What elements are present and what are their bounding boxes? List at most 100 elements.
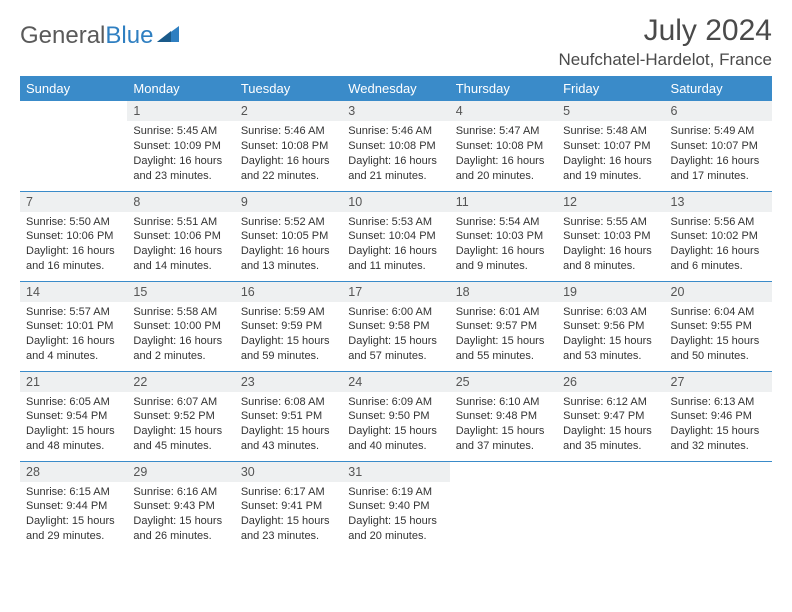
day-number: 20 (665, 282, 772, 302)
sunset: Sunset: 9:56 PM (563, 319, 658, 334)
sunrise: Sunrise: 5:49 AM (671, 124, 766, 139)
sunset: Sunset: 9:44 PM (26, 499, 121, 514)
daylight: Daylight: 16 hours and 11 minutes. (348, 244, 443, 274)
sunrise: Sunrise: 6:00 AM (348, 305, 443, 320)
day-info: Sunrise: 6:04 AMSunset: 9:55 PMDaylight:… (665, 302, 772, 370)
weekday-row: SundayMondayTuesdayWednesdayThursdayFrid… (20, 76, 772, 101)
daylight: Daylight: 16 hours and 17 minutes. (671, 154, 766, 184)
day-info: Sunrise: 5:54 AMSunset: 10:03 PMDaylight… (450, 212, 557, 280)
sunrise: Sunrise: 6:16 AM (133, 485, 228, 500)
daylight: Daylight: 16 hours and 9 minutes. (456, 244, 551, 274)
sunrise: Sunrise: 5:50 AM (26, 215, 121, 230)
sunrise: Sunrise: 5:55 AM (563, 215, 658, 230)
calendar-day: 19Sunrise: 6:03 AMSunset: 9:56 PMDayligh… (557, 281, 664, 371)
sunrise: Sunrise: 6:03 AM (563, 305, 658, 320)
daylight: Daylight: 15 hours and 50 minutes. (671, 334, 766, 364)
sunrise: Sunrise: 6:04 AM (671, 305, 766, 320)
calendar-day: 31Sunrise: 6:19 AMSunset: 9:40 PMDayligh… (342, 461, 449, 551)
day-info: Sunrise: 6:13 AMSunset: 9:46 PMDaylight:… (665, 392, 772, 460)
sunrise: Sunrise: 6:15 AM (26, 485, 121, 500)
daylight: Daylight: 15 hours and 29 minutes. (26, 514, 121, 544)
sunset: Sunset: 9:51 PM (241, 409, 336, 424)
calendar-day: 8Sunrise: 5:51 AMSunset: 10:06 PMDayligh… (127, 191, 234, 281)
calendar-head: SundayMondayTuesdayWednesdayThursdayFrid… (20, 76, 772, 101)
daylight: Daylight: 15 hours and 43 minutes. (241, 424, 336, 454)
day-info: Sunrise: 6:09 AMSunset: 9:50 PMDaylight:… (342, 392, 449, 460)
calendar-day: 16Sunrise: 5:59 AMSunset: 9:59 PMDayligh… (235, 281, 342, 371)
calendar-day (557, 461, 664, 551)
day-info: Sunrise: 6:05 AMSunset: 9:54 PMDaylight:… (20, 392, 127, 460)
sunrise: Sunrise: 5:46 AM (241, 124, 336, 139)
calendar-day: 1Sunrise: 5:45 AMSunset: 10:09 PMDayligh… (127, 101, 234, 191)
sunset: Sunset: 10:07 PM (563, 139, 658, 154)
sunset: Sunset: 9:40 PM (348, 499, 443, 514)
sunrise: Sunrise: 5:46 AM (348, 124, 443, 139)
day-number: 15 (127, 282, 234, 302)
day-number: 4 (450, 101, 557, 121)
day-number: 3 (342, 101, 449, 121)
calendar-day: 14Sunrise: 5:57 AMSunset: 10:01 PMDaylig… (20, 281, 127, 371)
weekday-header: Wednesday (342, 76, 449, 101)
day-number: 10 (342, 192, 449, 212)
logo-part2: Blue (105, 22, 153, 49)
sunrise: Sunrise: 6:08 AM (241, 395, 336, 410)
day-number: 19 (557, 282, 664, 302)
day-number: 17 (342, 282, 449, 302)
day-info: Sunrise: 5:49 AMSunset: 10:07 PMDaylight… (665, 121, 772, 189)
day-number: 22 (127, 372, 234, 392)
daylight: Daylight: 16 hours and 8 minutes. (563, 244, 658, 274)
sunrise: Sunrise: 5:47 AM (456, 124, 551, 139)
sunrise: Sunrise: 5:52 AM (241, 215, 336, 230)
day-number: 27 (665, 372, 772, 392)
location: Neufchatel-Hardelot, France (558, 50, 772, 70)
day-number: 30 (235, 462, 342, 482)
sunset: Sunset: 10:08 PM (456, 139, 551, 154)
sunrise: Sunrise: 5:56 AM (671, 215, 766, 230)
calendar-table: SundayMondayTuesdayWednesdayThursdayFrid… (20, 76, 772, 551)
day-info: Sunrise: 5:51 AMSunset: 10:06 PMDaylight… (127, 212, 234, 280)
sunrise: Sunrise: 5:54 AM (456, 215, 551, 230)
calendar-day: 4 Sunrise: 5:47 AMSunset: 10:08 PMDayligh… (450, 101, 557, 191)
calendar-body: 1Sunrise: 5:45 AMSunset: 10:09 PMDayligh… (20, 101, 772, 551)
sunset: Sunset: 9:59 PM (241, 319, 336, 334)
daylight: Daylight: 15 hours and 48 minutes. (26, 424, 121, 454)
calendar-day (20, 101, 127, 191)
sunrise: Sunrise: 5:58 AM (133, 305, 228, 320)
calendar-day: 30Sunrise: 6:17 AMSunset: 9:41 PMDayligh… (235, 461, 342, 551)
sunrise: Sunrise: 6:17 AM (241, 485, 336, 500)
calendar-week: 14Sunrise: 5:57 AMSunset: 10:01 PMDaylig… (20, 281, 772, 371)
day-number: 13 (665, 192, 772, 212)
sunset: Sunset: 9:47 PM (563, 409, 658, 424)
sunrise: Sunrise: 5:53 AM (348, 215, 443, 230)
sunset: Sunset: 10:02 PM (671, 229, 766, 244)
day-number: 5 (557, 101, 664, 121)
daylight: Daylight: 16 hours and 21 minutes. (348, 154, 443, 184)
sunset: Sunset: 9:54 PM (26, 409, 121, 424)
calendar-day: 27Sunrise: 6:13 AMSunset: 9:46 PMDayligh… (665, 371, 772, 461)
calendar-day: 7Sunrise: 5:50 AMSunset: 10:06 PMDayligh… (20, 191, 127, 281)
weekday-header: Thursday (450, 76, 557, 101)
daylight: Daylight: 15 hours and 26 minutes. (133, 514, 228, 544)
calendar-day: 5Sunrise: 5:48 AMSunset: 10:07 PMDayligh… (557, 101, 664, 191)
sunrise: Sunrise: 6:12 AM (563, 395, 658, 410)
day-number: 11 (450, 192, 557, 212)
calendar-day: 20Sunrise: 6:04 AMSunset: 9:55 PMDayligh… (665, 281, 772, 371)
logo-part1: General (20, 22, 105, 49)
calendar-day: 17Sunrise: 6:00 AMSunset: 9:58 PMDayligh… (342, 281, 449, 371)
daylight: Daylight: 16 hours and 4 minutes. (26, 334, 121, 364)
daylight: Daylight: 15 hours and 59 minutes. (241, 334, 336, 364)
day-info: Sunrise: 5:45 AMSunset: 10:09 PMDaylight… (127, 121, 234, 189)
calendar-day: 24Sunrise: 6:09 AMSunset: 9:50 PMDayligh… (342, 371, 449, 461)
day-info: Sunrise: 6:08 AMSunset: 9:51 PMDaylight:… (235, 392, 342, 460)
logo-text: GeneralBlue (20, 22, 153, 50)
sunset: Sunset: 10:06 PM (26, 229, 121, 244)
day-info: Sunrise: 5:55 AMSunset: 10:03 PMDaylight… (557, 212, 664, 280)
sunset: Sunset: 10:09 PM (133, 139, 228, 154)
weekday-header: Monday (127, 76, 234, 101)
calendar-day: 13Sunrise: 5:56 AMSunset: 10:02 PMDaylig… (665, 191, 772, 281)
day-number: 9 (235, 192, 342, 212)
weekday-header: Friday (557, 76, 664, 101)
day-number: 6 (665, 101, 772, 121)
day-number: 23 (235, 372, 342, 392)
daylight: Daylight: 16 hours and 20 minutes. (456, 154, 551, 184)
